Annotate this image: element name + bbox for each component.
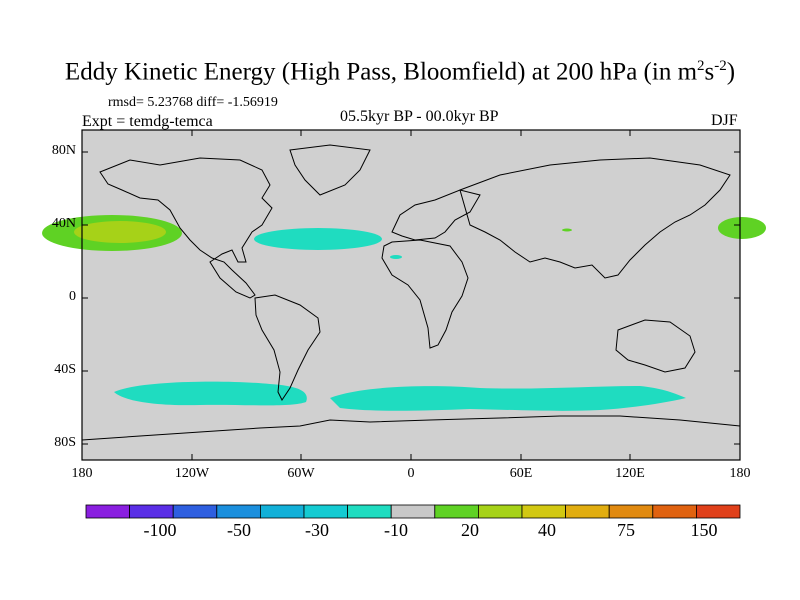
colorbar-label-5: 20 <box>461 520 479 540</box>
colorbar-swatch <box>172 504 218 519</box>
colorbar-swatch <box>521 504 566 519</box>
colorbar-swatch <box>696 504 741 519</box>
lon-label-60e: 60E <box>509 466 533 481</box>
colorbar-label-7: 75 <box>617 520 635 540</box>
coast-australia <box>615 319 696 373</box>
colorbar-swatch <box>85 504 130 519</box>
lat-label-80s: 80S <box>54 435 76 450</box>
stats-label: rmsd= 5.23768 diff= -1.56919 <box>108 95 278 110</box>
season-label: DJF <box>711 112 738 129</box>
colorbar-swatch <box>434 504 479 519</box>
colorbar-label-4: -10 <box>384 520 408 540</box>
coast-asia <box>459 157 731 279</box>
coast-europe-africa <box>381 189 481 349</box>
coastlines <box>81 144 741 441</box>
colorbar-swatch <box>347 504 392 519</box>
lat-label-0: 0 <box>69 289 76 304</box>
colorbar-swatch <box>129 504 174 519</box>
map-title: Eddy Kinetic Energy (High Pass, Bloomfie… <box>64 58 736 86</box>
anomaly-npacific-core <box>74 221 166 243</box>
anomaly-natlantic-small <box>390 255 402 259</box>
colorbar-label-8: 150 <box>690 520 718 540</box>
colorbar-swatch <box>216 504 261 519</box>
experiment-label: Expt = temdg-temca <box>82 113 213 130</box>
colorbar-swatch <box>303 504 348 519</box>
coast-antarctica <box>81 415 741 441</box>
lon-label-0: 0 <box>407 466 415 481</box>
lon-ticks <box>81 130 741 460</box>
lon-label-120w: 120W <box>174 466 210 481</box>
lon-label-120e: 120E <box>615 466 645 481</box>
anomaly-fields <box>42 215 766 411</box>
colorbar-label-1: -100 <box>143 520 177 540</box>
anomaly-npacific-east <box>718 217 766 239</box>
colorbar-label-3: -30 <box>305 520 329 540</box>
anomaly-sindian-negative <box>330 386 686 411</box>
colorbar-label-2: -50 <box>227 520 251 540</box>
lat-label-40n: 40N <box>51 216 76 231</box>
lon-label-60w: 60W <box>287 466 315 481</box>
lat-label-40s: 40S <box>54 362 76 377</box>
anomaly-natlantic-negative <box>254 228 382 250</box>
colorbar-swatch <box>390 504 436 519</box>
coast-north-america <box>99 157 273 299</box>
lon-label-180e: 180 <box>729 466 751 481</box>
anomaly-spacific-negative <box>114 381 307 406</box>
period-label: 05.5kyr BP - 00.0kyr BP <box>340 108 499 125</box>
lat-label-80n: 80N <box>51 143 76 158</box>
colorbar <box>85 504 741 519</box>
colorbar-label-6: 40 <box>538 520 556 540</box>
coast-greenland <box>289 144 371 196</box>
colorbar-swatch <box>477 504 523 519</box>
coast-south-america <box>254 294 321 401</box>
anomaly-small-green <box>562 228 572 232</box>
colorbar-swatch <box>608 504 654 519</box>
colorbar-swatch <box>259 504 305 519</box>
lat-ticks <box>82 151 740 445</box>
lon-label-180w: 180 <box>71 466 93 481</box>
colorbar-swatch <box>565 504 610 519</box>
colorbar-swatch <box>652 504 697 519</box>
